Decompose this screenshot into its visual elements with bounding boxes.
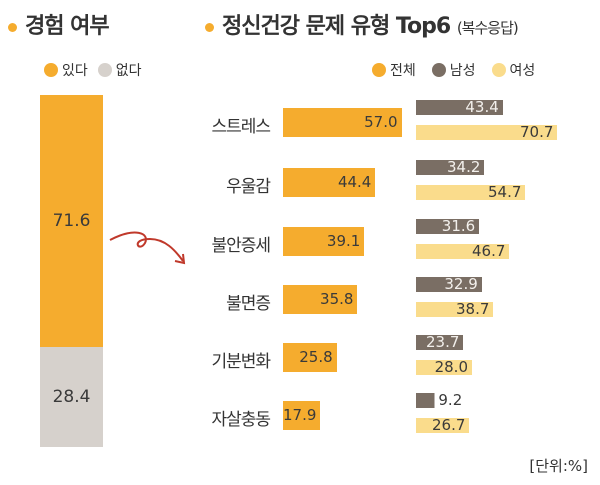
bullet-icon: [8, 22, 17, 32]
stack-segment-yes: 71.6: [40, 95, 103, 348]
legend-dot-yes-icon: [44, 63, 58, 77]
bar-male: 32.9: [416, 277, 482, 292]
legend-female: 여성: [509, 63, 536, 79]
legend-dot-no-icon: [97, 63, 112, 77]
legend-no: 없다: [115, 63, 142, 79]
right-title: 정신건강 문제 유형 Top6 (복수응답): [205, 8, 519, 40]
unit-label: [단위:%]: [529, 457, 588, 475]
legend-dot-total-icon: [372, 63, 386, 77]
arrow-icon: [109, 231, 186, 265]
right-legend: 전체 남성 여성: [372, 60, 535, 80]
bar-total: 25.8: [283, 343, 337, 372]
bar-male: 23.7: [416, 335, 464, 350]
bar-female: 46.7: [416, 244, 510, 259]
left-title-text: 경험 여부: [25, 14, 110, 39]
bar-total: 39.1: [283, 227, 365, 256]
left-title: 경험 여부: [8, 8, 110, 40]
legend-male: 남성: [449, 63, 476, 79]
bar-female: 54.7: [416, 185, 526, 200]
bar-total: 44.4: [283, 168, 376, 197]
right-title-note: (복수응답): [456, 19, 519, 37]
category-label: 불안증세: [211, 236, 271, 256]
legend-yes: 있다: [62, 63, 88, 79]
category-label: 기분변화: [211, 352, 271, 372]
stack-segment-no: 28.4: [40, 347, 103, 447]
bar-female: 70.7: [416, 125, 558, 140]
bar-female: 38.7: [416, 302, 494, 317]
bar-male: 31.6: [416, 219, 480, 234]
bar-male: 34.2: [416, 160, 485, 175]
left-legend: 있다 없다: [44, 60, 142, 80]
bar-total: 35.8: [283, 285, 358, 314]
right-title-text: 정신건강 문제 유형 Top6: [222, 14, 451, 39]
category-label: 스트레스: [211, 117, 271, 137]
bar-total: 17.9: [283, 401, 321, 430]
legend-total: 전체: [390, 63, 416, 79]
bar-female: 26.7: [416, 418, 470, 433]
category-label: 자살충동: [211, 410, 271, 430]
bar-total: 57.0: [283, 108, 402, 137]
legend-dot-female-icon: [491, 63, 506, 77]
bullet-icon: [205, 22, 214, 32]
bar-male: 9.2: [416, 393, 476, 408]
category-label: 우울감: [226, 177, 271, 197]
legend-dot-male-icon: [431, 63, 446, 77]
bar-female: 28.0: [416, 360, 472, 375]
bar-male: 43.4: [416, 100, 503, 115]
category-label: 불면증: [226, 294, 271, 314]
